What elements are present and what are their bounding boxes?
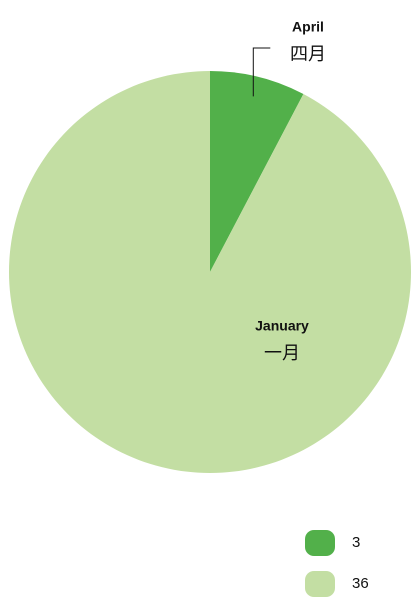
legend-swatch (305, 571, 335, 597)
slice-label-zh: 一月 (264, 343, 300, 364)
leader-line (252, 47, 271, 97)
legend-label: 36 (352, 575, 369, 592)
slice-label-zh: 四月 (290, 44, 326, 65)
slice-label: January (255, 318, 309, 334)
pie-slice (8, 71, 411, 473)
slice-label: April (292, 19, 324, 35)
legend-label: 3 (352, 534, 360, 551)
pie-slice (210, 71, 304, 272)
legend-swatch (305, 530, 335, 556)
